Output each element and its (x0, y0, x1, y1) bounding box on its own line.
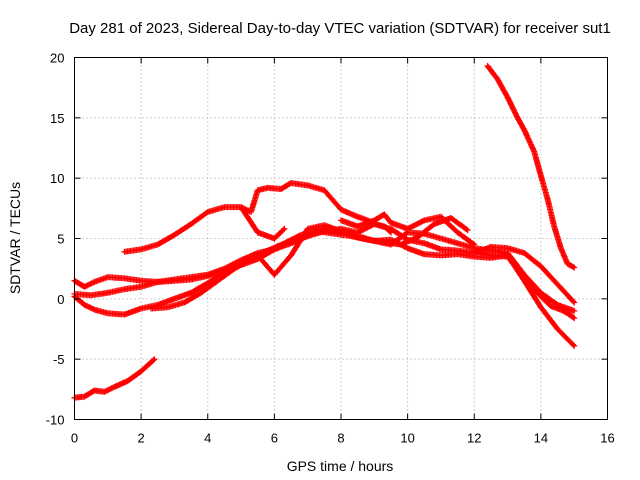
axis-ticks: 0 2 4 6 8 10 12 14 16 -10 -5 0 5 10 15 20 (46, 51, 615, 446)
series-arc-4 (71, 225, 578, 314)
x-tick-label: 16 (600, 431, 614, 446)
y-tick-label: 10 (50, 171, 64, 186)
x-tick-label: 12 (467, 431, 481, 446)
data-points (148, 215, 471, 312)
y-tick-label: 20 (50, 51, 64, 66)
y-tick-label: -10 (46, 413, 65, 428)
series-arc-2 (121, 180, 394, 255)
x-tick-label: 10 (400, 431, 414, 446)
series-arc-1 (71, 356, 158, 401)
data-points (121, 180, 394, 255)
x-tick-label: 4 (204, 431, 211, 446)
data-points (484, 62, 578, 271)
x-tick-label: 6 (271, 431, 278, 446)
data-points (471, 247, 578, 322)
y-tick-label: 0 (57, 292, 64, 307)
y-tick-label: 5 (57, 232, 64, 247)
series-arc-10 (471, 247, 578, 322)
y-axis-title: SDTVAR / TECUs (7, 182, 23, 294)
series-arc-9 (484, 62, 578, 271)
x-tick-label: 14 (534, 431, 548, 446)
chart-title: Day 281 of 2023, Sidereal Day-to-day VTE… (69, 20, 611, 37)
data-points (238, 204, 288, 242)
series-arc-3 (238, 204, 288, 242)
series-arc-7 (148, 215, 471, 312)
x-tick-label: 8 (337, 431, 344, 446)
series-arc-8 (338, 211, 478, 248)
x-tick-label: 2 (138, 431, 145, 446)
data-points (71, 356, 158, 401)
x-axis-title: GPS time / hours (287, 458, 394, 474)
data-points (338, 211, 478, 248)
data-points (71, 225, 578, 314)
data-marks (71, 62, 578, 401)
y-tick-label: 15 (50, 111, 64, 126)
x-tick-label: 0 (71, 431, 78, 446)
grid (74, 57, 608, 420)
y-tick-label: -5 (53, 352, 65, 367)
